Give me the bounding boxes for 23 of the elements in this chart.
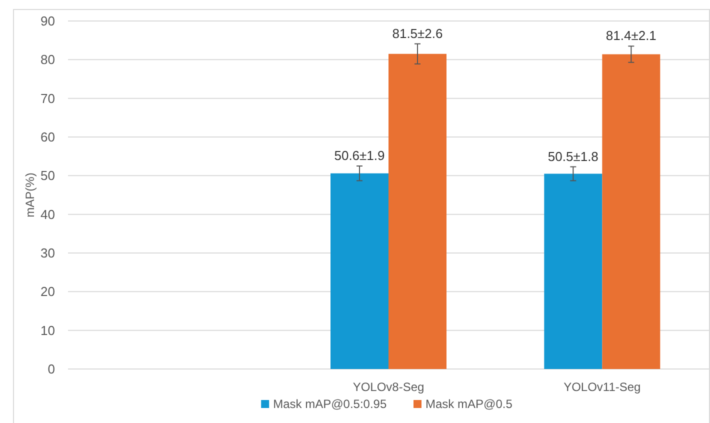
legend-label: Mask mAP@0.5:0.95 [273, 397, 387, 411]
y-tick-label: 50 [40, 168, 55, 184]
data-label: 81.5±2.6 [392, 26, 443, 41]
data-label: 81.4±2.1 [606, 28, 656, 44]
bar [544, 174, 602, 369]
bar [388, 54, 446, 369]
y-tick-label: 20 [40, 284, 55, 300]
data-label: 50.5±1.8 [548, 148, 598, 164]
y-tick-label: 70 [40, 90, 55, 106]
data-label: 50.6±1.9 [334, 148, 385, 163]
y-tick-label: 80 [40, 52, 55, 68]
y-tick-label: 60 [40, 130, 55, 145]
y-axis-title: mAP(%) [23, 172, 37, 218]
x-tick-label: YOLOv8-Seg [352, 380, 424, 394]
y-tick-label: 10 [40, 322, 55, 338]
y-tick-label: 30 [40, 246, 55, 261]
legend-label: Mask mAP@0.5 [426, 397, 513, 411]
y-tick-label: 0 [48, 362, 55, 377]
x-tick-label: YOLOv11-Seg [564, 380, 641, 394]
bar [602, 54, 660, 369]
y-tick-label: 40 [40, 206, 55, 222]
bar [330, 173, 388, 369]
y-tick-label: 90 [40, 14, 55, 29]
